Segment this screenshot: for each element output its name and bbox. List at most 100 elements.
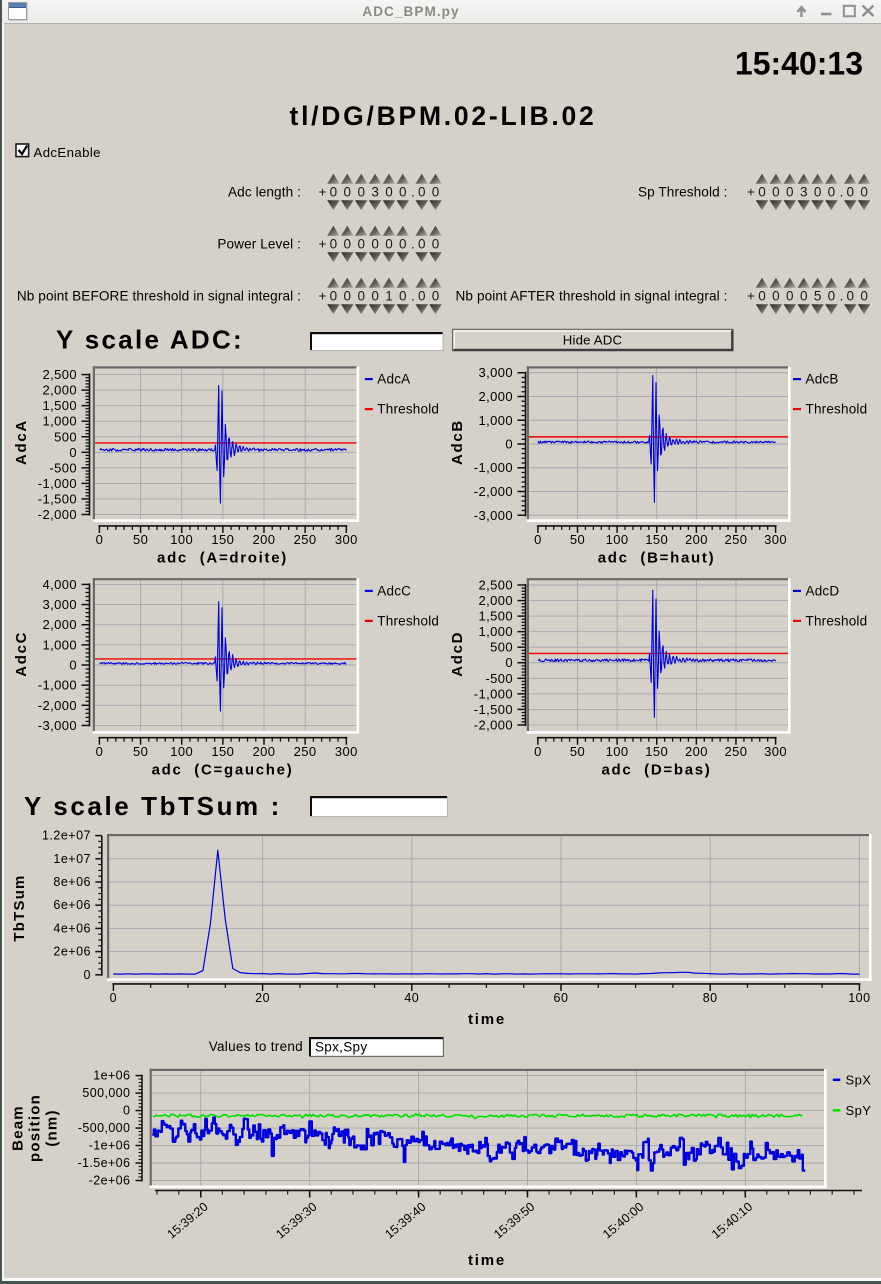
- svg-text:0: 0: [84, 968, 91, 982]
- svg-text:3: 3: [371, 185, 379, 200]
- svg-text:0: 0: [96, 532, 104, 547]
- svg-text:200: 200: [685, 532, 708, 547]
- svg-text:Sp Threshold :: Sp Threshold :: [638, 185, 728, 200]
- svg-text:2,500: 2,500: [478, 578, 513, 593]
- svg-text:0: 0: [432, 185, 440, 200]
- svg-text:1,500: 1,500: [478, 609, 513, 624]
- svg-text:0: 0: [860, 185, 868, 200]
- svg-text:1e+07: 1e+07: [53, 852, 91, 866]
- svg-text:1e+06: 1e+06: [93, 1069, 130, 1083]
- svg-text:200: 200: [253, 532, 276, 547]
- svg-text:0: 0: [534, 532, 542, 547]
- svg-text:-1,000: -1,000: [474, 460, 513, 475]
- svg-text:15:40:10: 15:40:10: [709, 1200, 755, 1242]
- svg-text:150: 150: [211, 532, 234, 547]
- svg-text:Spx,Spy: Spx,Spy: [315, 1040, 367, 1055]
- svg-text:-1,000: -1,000: [38, 476, 77, 491]
- svg-text:300: 300: [335, 744, 358, 759]
- svg-text:.: .: [840, 185, 844, 200]
- svg-text:0: 0: [786, 289, 794, 304]
- svg-text:1,000: 1,000: [478, 624, 513, 639]
- svg-text:Hide ADC: Hide ADC: [563, 333, 623, 348]
- svg-text:100: 100: [848, 991, 870, 1005]
- svg-text:-2,000: -2,000: [474, 717, 513, 732]
- svg-text:100: 100: [606, 744, 629, 759]
- svg-text:0: 0: [828, 185, 836, 200]
- svg-text:150: 150: [645, 532, 668, 547]
- svg-text:.: .: [840, 289, 844, 304]
- svg-text:Y scale ADC:: Y scale ADC:: [56, 325, 244, 355]
- svg-text:0: 0: [758, 289, 766, 304]
- svg-text:AdcC: AdcC: [13, 631, 30, 677]
- svg-text:AdcC: AdcC: [377, 584, 411, 599]
- svg-text:0: 0: [344, 289, 352, 304]
- svg-text:-2e+06: -2e+06: [89, 1174, 131, 1188]
- svg-text:2e+06: 2e+06: [53, 945, 91, 959]
- svg-text:150: 150: [645, 744, 668, 759]
- svg-text:-3,000: -3,000: [474, 508, 513, 523]
- svg-text:15:39:20: 15:39:20: [164, 1200, 210, 1242]
- svg-text:-1.5e+06: -1.5e+06: [77, 1156, 130, 1170]
- svg-text:3,000: 3,000: [478, 365, 513, 380]
- svg-text:.: .: [411, 289, 415, 304]
- svg-text:0: 0: [110, 991, 117, 1005]
- svg-text:4,000: 4,000: [42, 577, 77, 592]
- svg-text:tl/DG/BPM.02-LIB.02: tl/DG/BPM.02-LIB.02: [290, 101, 597, 131]
- svg-text:Threshold: Threshold: [806, 402, 868, 417]
- svg-text:2,000: 2,000: [478, 593, 513, 608]
- svg-text:1,000: 1,000: [478, 413, 513, 428]
- svg-text:0: 0: [357, 185, 365, 200]
- svg-text:40: 40: [404, 991, 419, 1005]
- svg-text:3,000: 3,000: [42, 597, 77, 612]
- svg-text:0: 0: [123, 1104, 130, 1118]
- svg-text:0: 0: [828, 289, 836, 304]
- svg-text:0: 0: [344, 237, 352, 252]
- svg-text:50: 50: [570, 532, 585, 547]
- svg-text:+: +: [318, 289, 326, 304]
- svg-text:1,000: 1,000: [42, 637, 77, 652]
- svg-text:-1,000: -1,000: [474, 686, 513, 701]
- svg-text:-1,500: -1,500: [474, 702, 513, 717]
- svg-text:500,000: 500,000: [82, 1086, 130, 1100]
- svg-text:1.2e+07: 1.2e+07: [42, 829, 91, 843]
- svg-text:200: 200: [253, 744, 276, 759]
- svg-text:AdcA: AdcA: [13, 419, 30, 465]
- svg-text:0: 0: [860, 289, 868, 304]
- svg-text:AdcB: AdcB: [449, 419, 466, 465]
- svg-text:0: 0: [399, 237, 407, 252]
- svg-text:0: 0: [357, 237, 365, 252]
- svg-text:250: 250: [294, 744, 317, 759]
- svg-text:0: 0: [385, 237, 393, 252]
- svg-text:60: 60: [554, 991, 569, 1005]
- svg-text:50: 50: [133, 532, 148, 547]
- svg-text:300: 300: [764, 744, 787, 759]
- svg-text:-1e+06: -1e+06: [89, 1139, 131, 1153]
- svg-text:0: 0: [69, 658, 77, 673]
- svg-text:0: 0: [772, 289, 780, 304]
- svg-text:Nb point BEFORE threshold in s: Nb point BEFORE threshold in signal inte…: [17, 289, 301, 304]
- svg-text:100: 100: [606, 532, 629, 547]
- svg-text:0: 0: [330, 237, 338, 252]
- svg-text:0: 0: [96, 744, 104, 759]
- svg-text:adc (C=gauche): adc (C=gauche): [152, 761, 294, 778]
- svg-text:15:39:50: 15:39:50: [491, 1200, 537, 1242]
- svg-text:(nm): (nm): [44, 1109, 61, 1146]
- svg-text:AdcEnable: AdcEnable: [34, 145, 101, 160]
- svg-text:250: 250: [725, 744, 748, 759]
- svg-text:2,500: 2,500: [42, 367, 77, 382]
- svg-text:3: 3: [800, 185, 808, 200]
- svg-text:Threshold: Threshold: [377, 614, 439, 629]
- svg-text:+: +: [747, 185, 755, 200]
- svg-text:SpY: SpY: [846, 1103, 872, 1118]
- svg-text:4e+06: 4e+06: [53, 921, 91, 935]
- svg-text:AdcD: AdcD: [449, 631, 466, 677]
- svg-text:15:39:30: 15:39:30: [273, 1200, 319, 1242]
- svg-text:0: 0: [385, 185, 393, 200]
- svg-text:250: 250: [725, 532, 748, 547]
- svg-text:adc (B=haut): adc (B=haut): [598, 550, 716, 567]
- svg-text:6e+06: 6e+06: [53, 898, 91, 912]
- svg-text:-2,000: -2,000: [38, 698, 77, 713]
- svg-text:0: 0: [371, 289, 379, 304]
- svg-text:2,000: 2,000: [478, 389, 513, 404]
- svg-text:0: 0: [330, 185, 338, 200]
